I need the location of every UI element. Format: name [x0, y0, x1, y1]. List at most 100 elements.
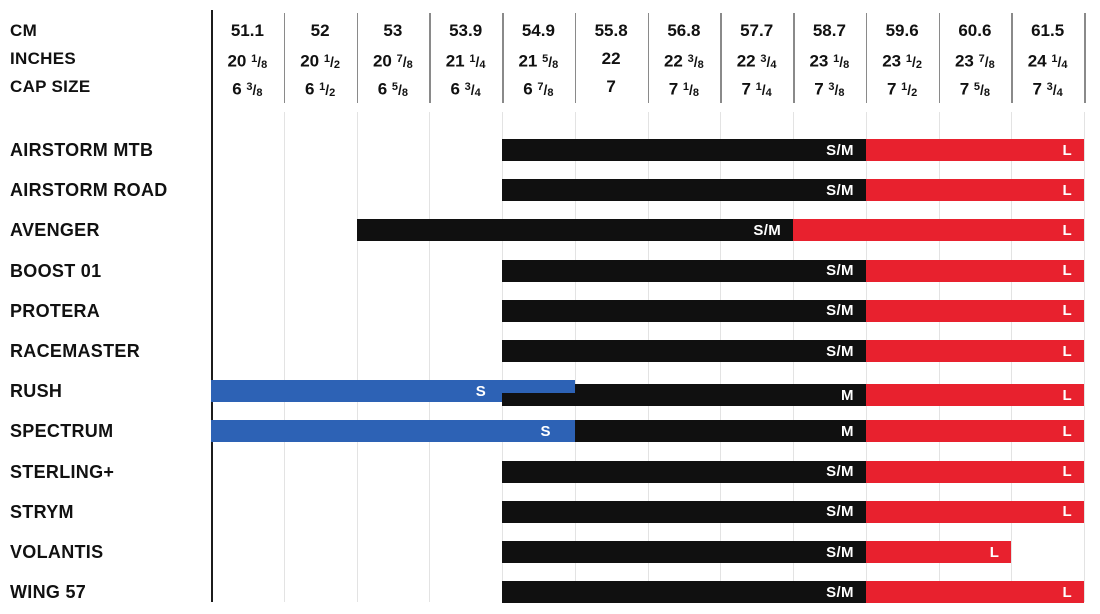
size-bar-label: M: [840, 386, 854, 404]
size-bar-label: S/M: [826, 181, 854, 199]
size-bar-s-m: S/M: [502, 581, 866, 604]
size-bar-s: S: [211, 380, 502, 403]
size-bar-l: L: [865, 179, 1084, 202]
column-divider-header: [574, 13, 577, 103]
column-divider-header: [356, 13, 358, 103]
header-cap_size-value: 6 1/2: [304, 79, 336, 99]
header-inches-value: 23 1/8: [809, 51, 850, 71]
model-label: STRYM: [10, 501, 74, 522]
size-bar-label: S/M: [826, 302, 854, 320]
size-bar-label: L: [1062, 342, 1072, 360]
header-cap_size-value: 7 5/8: [959, 79, 991, 99]
header-inches-value: 22 3/4: [736, 51, 777, 71]
column-divider-header: [938, 13, 940, 103]
size-bar-l: L: [865, 541, 1012, 563]
model-label: BOOST 01: [10, 260, 102, 281]
header-cap_size-value: 7 3/4: [1032, 79, 1063, 99]
column-divider: [429, 112, 431, 602]
size-bar-label: L: [1062, 221, 1072, 239]
model-label: VOLANTIS: [10, 542, 104, 562]
header-cm-value: 61.5: [1031, 21, 1065, 40]
column-divider-header: [429, 13, 431, 103]
axis-label-cap-size: CAP SIZE: [10, 77, 91, 96]
header-cm-value: 51.1: [230, 21, 264, 40]
column-divider-header: [502, 13, 504, 103]
size-bar-label: S/M: [753, 221, 781, 239]
size-bar-l: L: [865, 340, 1084, 362]
header-inches-value: 24 1/4: [1027, 51, 1068, 71]
size-bar-m: M: [574, 420, 866, 443]
header-cm-value: 58.7: [812, 21, 846, 40]
column-divider-header: [283, 13, 286, 103]
size-bar-m: M: [502, 384, 866, 407]
size-bar-l: L: [865, 581, 1084, 604]
size-bar-label: L: [1062, 181, 1072, 199]
size-bar-s-m: S/M: [502, 299, 866, 322]
size-bar-label: L: [989, 543, 1000, 561]
size-bar-overlap-strip: [502, 380, 575, 394]
size-bar-s-m: S/M: [502, 541, 866, 563]
size-bar-s-m: S/M: [502, 340, 866, 362]
model-label: WING 57: [10, 582, 87, 603]
size-bar-label: S/M: [826, 583, 854, 601]
size-bar-label: S/M: [826, 543, 854, 561]
header-cap_size-value: 6 5/8: [377, 79, 409, 99]
column-divider-header: [865, 13, 868, 103]
size-bar-label: S/M: [826, 342, 854, 360]
header-cap_size-value: 6 3/8: [232, 79, 263, 99]
size-bar-label: S: [475, 382, 486, 400]
size-bar-s-m: S/M: [502, 460, 866, 483]
size-bar-label: L: [1062, 463, 1072, 481]
size-bar-s: S: [211, 420, 575, 443]
size-bar-label: L: [1062, 262, 1072, 280]
size-bar-l: L: [793, 219, 1084, 242]
size-bar-label: L: [1062, 503, 1072, 521]
header-cm-value: 54.9: [521, 21, 555, 40]
header-inches-value: 22 3/8: [663, 51, 704, 71]
size-bar-s-m: S/M: [502, 500, 866, 523]
column-divider-header: [793, 13, 795, 103]
header-cm-value: 52: [310, 21, 330, 40]
header-inches-value: 21 1/4: [445, 51, 486, 71]
size-bar-l: L: [865, 139, 1084, 161]
header-cm-value: 56.8: [667, 21, 701, 40]
size-bar-s-m: S/M: [502, 139, 866, 161]
header-inches-value: 21 5/8: [518, 51, 559, 71]
model-label: PROTERA: [10, 300, 101, 321]
header-cap_size-value: 7 1/2: [886, 79, 918, 99]
model-label: AIRSTORM ROAD: [10, 180, 168, 201]
column-divider: [283, 112, 285, 602]
axis-label-inches: INCHES: [10, 49, 77, 68]
size-bar-label: S/M: [826, 463, 854, 481]
model-label: SPECTRUM: [10, 421, 114, 442]
header-cm-value: 53.9: [449, 21, 483, 40]
model-label: RUSH: [10, 381, 63, 402]
column-divider-header: [1011, 13, 1013, 103]
size-bar-label: L: [1062, 141, 1072, 159]
size-bar-label: L: [1062, 583, 1072, 601]
column-divider: [356, 112, 358, 602]
size-bar-l: L: [865, 384, 1084, 407]
header-cm-value: 53: [383, 21, 403, 40]
header-cap_size-value: 6 7/8: [523, 79, 554, 99]
size-bar-l: L: [865, 460, 1084, 483]
size-bar-label: S/M: [826, 262, 854, 280]
size-bar-label: S/M: [826, 503, 854, 521]
header-inches-value: 23 1/2: [882, 51, 923, 71]
column-divider-header: [720, 13, 722, 103]
header-inches-value: 20 7/8: [372, 51, 413, 71]
header-cm-value: 59.6: [885, 21, 919, 40]
header-inches-value: 20 1/8: [227, 51, 268, 71]
model-label: AVENGER: [10, 220, 100, 241]
size-bar-s-m: S/M: [356, 219, 793, 242]
size-bar-l: L: [865, 500, 1084, 523]
size-bar-l: L: [865, 299, 1084, 322]
size-bar-label: L: [1062, 302, 1072, 320]
model-label: RACEMASTER: [10, 341, 141, 361]
header-cm-value: 60.6: [958, 21, 992, 40]
column-divider-header: [1084, 13, 1086, 103]
header-inches-value: 20 1/2: [300, 51, 341, 71]
axis-line: [211, 10, 213, 602]
size-bar-label: S/M: [826, 141, 854, 159]
